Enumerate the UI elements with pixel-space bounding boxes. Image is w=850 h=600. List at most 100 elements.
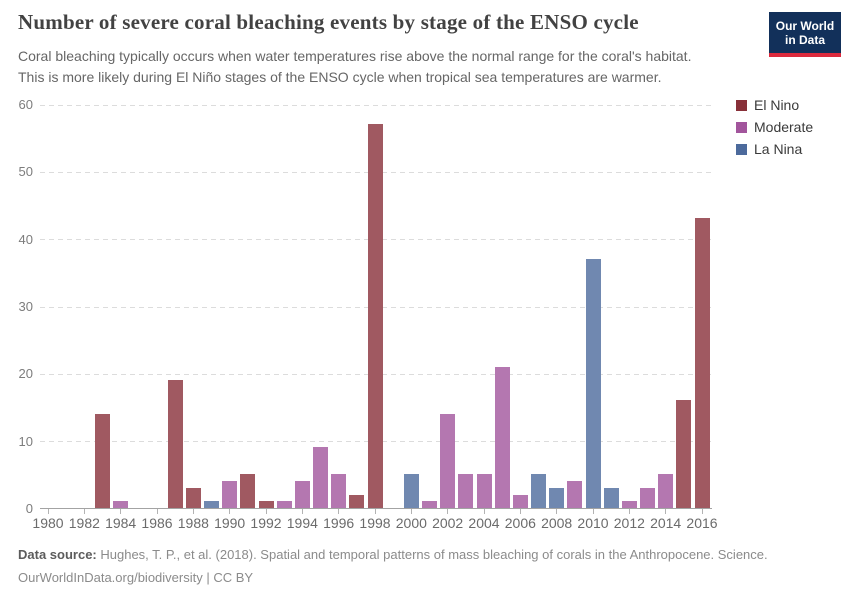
x-axis-tick-1980 <box>47 509 49 514</box>
bar-1988-el-nino[interactable] <box>185 488 201 508</box>
y-axis-label-20: 20 <box>18 366 33 382</box>
x-axis-label-1990: 1990 <box>214 515 246 531</box>
x-axis-tick-2012 <box>628 509 630 514</box>
bar-2011-la-nina[interactable] <box>603 488 619 508</box>
x-axis-line <box>40 508 712 509</box>
x-axis-tick-2014 <box>665 509 667 514</box>
subtitle-line-1: Coral bleaching typically occurs when wa… <box>18 48 692 64</box>
x-axis-label-2002: 2002 <box>432 515 464 531</box>
subtitle-line-2: This is more likely during El Niño stage… <box>18 69 662 85</box>
x-axis-label-2016: 2016 <box>686 515 718 531</box>
bar-1993-moderate[interactable] <box>276 501 292 508</box>
legend-label-moderate: Moderate <box>754 119 814 135</box>
chart-footer: Data source: Hughes, T. P., et al. (2018… <box>18 543 818 589</box>
bar-1998-el-nino[interactable] <box>367 124 383 508</box>
owid-logo-line-1: Our World <box>775 19 835 33</box>
data-source-text: Hughes, T. P., et al. (2018). Spatial an… <box>96 547 768 562</box>
x-axis-tick-1988 <box>192 509 194 514</box>
y-axis-label-50: 50 <box>18 164 33 180</box>
x-axis-label-2012: 2012 <box>613 515 645 531</box>
bar-2015-el-nino[interactable] <box>676 400 692 508</box>
x-axis-tick-1992 <box>265 509 267 514</box>
x-axis-label-1986: 1986 <box>141 515 173 531</box>
x-axis-tick-1986 <box>156 509 158 514</box>
bar-1984-moderate[interactable] <box>113 501 129 508</box>
bar-2010-la-nina[interactable] <box>585 259 601 508</box>
x-axis-tick-2016 <box>701 509 703 514</box>
owid-logo-line-2: in Data <box>784 33 825 47</box>
legend-label-la-nina: La Nina <box>754 141 803 157</box>
bar-2002-moderate[interactable] <box>440 414 456 508</box>
bar-2013-moderate[interactable] <box>640 488 655 508</box>
owid-logo: Our World in Data <box>769 12 841 57</box>
y-axis-label-0: 0 <box>25 501 33 516</box>
x-axis-tick-1984 <box>120 509 122 514</box>
bar-2005-moderate[interactable] <box>494 367 510 508</box>
bar-2000-la-nina[interactable] <box>403 474 419 508</box>
bar-2003-moderate[interactable] <box>458 474 474 508</box>
bar-1994-moderate[interactable] <box>294 481 310 508</box>
data-source-label: Data source: <box>18 547 97 562</box>
bar-2004-moderate[interactable] <box>476 474 492 508</box>
x-axis-label-1998: 1998 <box>359 515 391 531</box>
x-axis-tick-1982 <box>83 509 85 514</box>
x-axis-tick-2006 <box>519 509 521 514</box>
bar-2014-moderate[interactable] <box>658 474 674 508</box>
x-axis-label-1982: 1982 <box>68 515 100 531</box>
x-axis-tick-1996 <box>338 509 340 514</box>
bar-2001-moderate[interactable] <box>422 501 437 508</box>
x-axis-tick-2004 <box>483 509 485 514</box>
y-axis-label-10: 10 <box>18 433 33 449</box>
x-axis-tick-1994 <box>301 509 303 514</box>
bar-2007-la-nina[interactable] <box>531 474 546 508</box>
bar-1992-el-nino[interactable] <box>258 501 274 508</box>
x-axis-tick-1990 <box>229 509 231 514</box>
x-axis-label-2014: 2014 <box>650 515 682 531</box>
bar-1996-moderate[interactable] <box>331 474 347 508</box>
bar-2006-moderate[interactable] <box>512 495 528 508</box>
page-title: Number of severe coral bleaching events … <box>18 10 639 34</box>
legend-swatch-el-nino <box>736 99 747 111</box>
data-source-line: Data source: Hughes, T. P., et al. (2018… <box>18 543 818 566</box>
bar-2016-el-nino[interactable] <box>694 218 710 508</box>
y-axis-label-30: 30 <box>18 299 33 314</box>
plot-area <box>40 104 712 514</box>
chart-subtitle: Coral bleaching typically occurs when wa… <box>18 46 758 88</box>
bar-1987-el-nino[interactable] <box>167 380 183 508</box>
bar-2008-la-nina[interactable] <box>549 488 565 508</box>
bar-2009-moderate[interactable] <box>567 481 583 508</box>
x-axis-label-1980: 1980 <box>32 515 64 531</box>
legend-swatch-moderate <box>736 121 747 133</box>
x-axis-label-2008: 2008 <box>541 515 573 531</box>
x-axis-label-1988: 1988 <box>177 515 209 531</box>
bar-1991-el-nino[interactable] <box>240 474 256 508</box>
bar-1989-la-nina[interactable] <box>204 501 219 508</box>
legend-label-el-nino: El Nino <box>754 97 800 113</box>
gridline-60 <box>40 104 712 106</box>
x-axis-tick-2010 <box>592 509 594 514</box>
legend-swatch-la-nina <box>736 143 747 155</box>
license-text: OurWorldInData.org/biodiversity | CC BY <box>18 570 254 585</box>
y-axis-label-40: 40 <box>18 231 33 247</box>
bar-1995-moderate[interactable] <box>313 447 328 508</box>
x-axis-label-1992: 1992 <box>250 515 282 531</box>
x-axis-label-2010: 2010 <box>577 515 609 531</box>
x-axis-tick-2000 <box>410 509 412 514</box>
bar-1983-el-nino[interactable] <box>95 414 110 508</box>
legend-item-el-nino[interactable]: El Nino <box>736 97 813 113</box>
bar-2012-moderate[interactable] <box>621 501 637 508</box>
x-axis-label-2004: 2004 <box>468 515 500 531</box>
x-axis-label-1996: 1996 <box>323 515 355 531</box>
y-axis-label-60: 60 <box>18 97 33 112</box>
x-axis-label-2000: 2000 <box>395 515 427 531</box>
legend-item-la-nina[interactable]: La Nina <box>736 141 813 157</box>
x-axis-tick-1998 <box>374 509 376 514</box>
x-axis-label-2006: 2006 <box>504 515 536 531</box>
legend-item-moderate[interactable]: Moderate <box>736 119 814 135</box>
bar-1997-el-nino[interactable] <box>349 495 365 508</box>
chart-legend: El Nino Moderate La Nina <box>736 97 814 164</box>
x-axis-tick-2008 <box>556 509 558 514</box>
x-axis-label-1994: 1994 <box>286 515 318 531</box>
bar-1990-moderate[interactable] <box>222 481 238 508</box>
